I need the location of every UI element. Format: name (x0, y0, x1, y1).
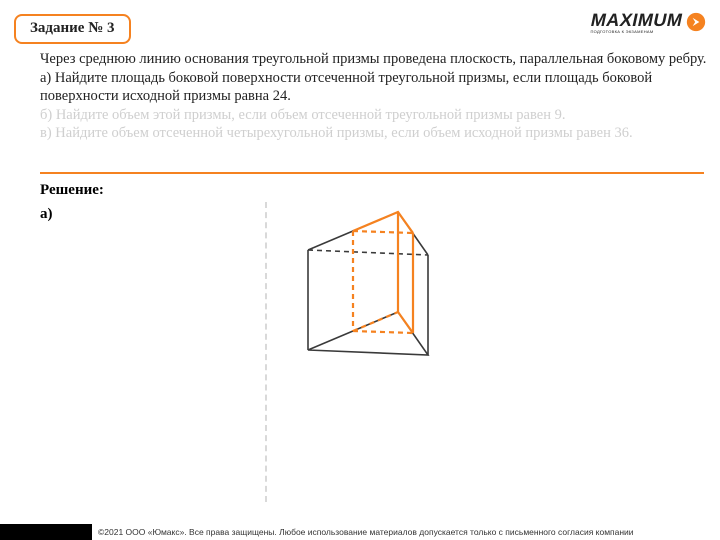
problem-part-b: б) Найдите объем этой призмы, если объем… (40, 107, 565, 123)
vertical-guide (265, 202, 267, 502)
footer-copyright: ©2021 ООО «Юмакс». Все права защищены. Л… (92, 527, 634, 537)
brand-logo: MAXIMUM ПОДГОТОВКА К ЭКЗАМЕНАМ (591, 10, 707, 34)
footer-accent (0, 524, 92, 540)
solution-part: а) (40, 206, 53, 223)
logo-arrow-icon (686, 12, 706, 32)
problem-text: Через среднюю линию основания треугольно… (40, 50, 710, 143)
problem-intro: Через среднюю линию основания треугольно… (40, 51, 706, 67)
footer: ©2021 ООО «Юмакс». Все права защищены. Л… (0, 524, 720, 540)
task-badge: Задание № 3 (14, 14, 131, 44)
divider (40, 172, 704, 174)
logo-text: MAXIMUM (588, 10, 684, 31)
prism-diagram (288, 200, 468, 360)
solution-label: Решение: (40, 182, 104, 199)
problem-part-c: в) Найдите объем отсеченной четырехуголь… (40, 125, 633, 141)
problem-part-a: а) Найдите площадь боковой поверхности о… (40, 70, 652, 105)
